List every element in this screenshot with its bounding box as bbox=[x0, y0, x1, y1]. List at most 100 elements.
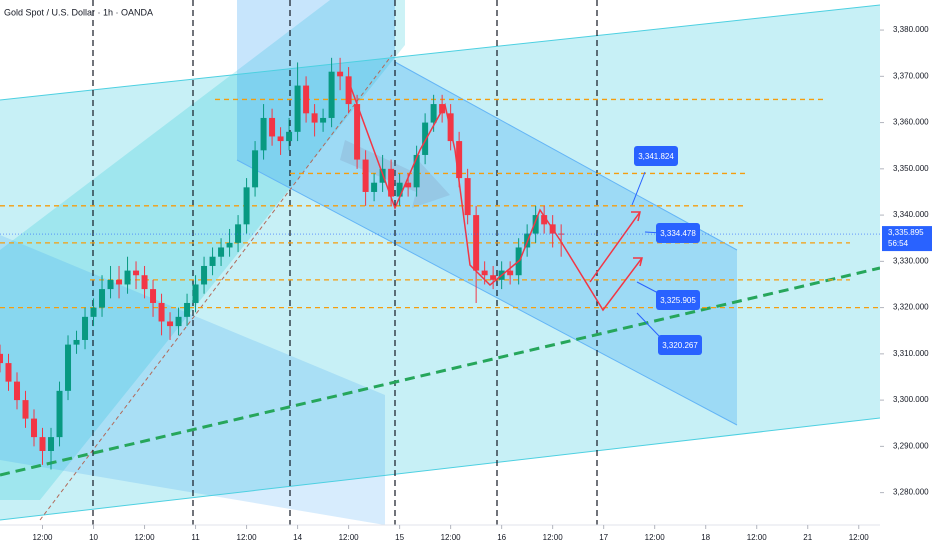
candle-body bbox=[311, 113, 318, 123]
candle-body bbox=[73, 339, 80, 345]
candle-body bbox=[209, 256, 216, 266]
candle-body bbox=[371, 182, 378, 192]
x-tick-label: 11 bbox=[191, 533, 200, 542]
candle-body bbox=[5, 363, 12, 382]
direction-arrow bbox=[340, 140, 450, 208]
candle-body bbox=[31, 418, 38, 438]
candle-body bbox=[39, 437, 46, 451]
candle-body bbox=[201, 265, 208, 285]
candle-body bbox=[48, 437, 55, 451]
target-connector bbox=[636, 281, 661, 295]
target-label: 3,341.824 bbox=[638, 152, 674, 161]
channel-edge bbox=[0, 4, 881, 101]
candle-body bbox=[243, 187, 250, 225]
x-tick-label: 12:00 bbox=[441, 533, 462, 542]
trend-line bbox=[39, 54, 393, 521]
target-box bbox=[656, 290, 700, 310]
candle-body bbox=[158, 302, 165, 322]
x-tick-label: 14 bbox=[293, 533, 302, 542]
candle-body bbox=[328, 71, 335, 118]
candle-body bbox=[141, 275, 148, 290]
y-tick-label: 3,360.000 bbox=[893, 118, 929, 127]
candle-body bbox=[175, 316, 182, 327]
x-tick-label: 12:00 bbox=[237, 533, 258, 542]
candle-body bbox=[133, 270, 140, 276]
candle-body bbox=[192, 284, 199, 303]
candle-body bbox=[532, 215, 539, 234]
x-tick-label: 21 bbox=[803, 533, 812, 542]
price-axis bbox=[880, 0, 932, 550]
time-axis bbox=[0, 525, 880, 550]
candle-body bbox=[481, 270, 488, 276]
candle-body bbox=[413, 154, 420, 188]
candle-body bbox=[396, 182, 403, 197]
x-tick-label: 10 bbox=[89, 533, 98, 542]
x-tick-label: 12:00 bbox=[747, 533, 768, 542]
steep-channel bbox=[0, 0, 405, 500]
projection-path bbox=[349, 84, 643, 312]
y-tick-label: 3,320.000 bbox=[893, 303, 929, 312]
y-tick-label: 3,280.000 bbox=[893, 488, 929, 497]
candle-body bbox=[464, 178, 471, 216]
x-tick-label: 18 bbox=[701, 533, 710, 542]
candle-body bbox=[150, 289, 157, 303]
candle-body bbox=[90, 307, 97, 317]
candle-body bbox=[0, 353, 3, 364]
candle-body bbox=[260, 117, 267, 151]
candle-body bbox=[345, 76, 352, 105]
candle-body bbox=[99, 289, 106, 308]
y-tick-label: 3,310.000 bbox=[893, 349, 929, 358]
candle-body bbox=[14, 381, 21, 401]
countdown: 56:54 bbox=[888, 239, 909, 248]
arrow-head bbox=[633, 257, 643, 267]
candle-body bbox=[56, 390, 63, 438]
channel-edge bbox=[394, 61, 738, 251]
candle-body bbox=[320, 117, 327, 123]
candle-body bbox=[235, 224, 242, 243]
candle-body bbox=[422, 122, 429, 155]
target-box bbox=[658, 335, 702, 355]
channel-edge bbox=[0, 417, 881, 521]
target-label: 3,320.267 bbox=[662, 341, 698, 350]
y-tick-label: 3,330.000 bbox=[893, 256, 929, 265]
y-tick-label: 3,300.000 bbox=[893, 395, 929, 404]
candle-body bbox=[269, 117, 276, 137]
candle-body bbox=[22, 400, 29, 419]
candle-body bbox=[294, 85, 301, 132]
x-tick-label: 12:00 bbox=[32, 533, 53, 542]
target-connector bbox=[631, 171, 646, 206]
y-tick-label: 3,290.000 bbox=[893, 441, 929, 450]
descending-channel bbox=[237, 0, 737, 425]
candle-body bbox=[405, 182, 412, 188]
target-box bbox=[634, 146, 678, 166]
candle-body bbox=[184, 302, 191, 317]
x-tick-label: 12:00 bbox=[135, 533, 156, 542]
candle-body bbox=[286, 131, 293, 142]
candle-body bbox=[107, 279, 114, 290]
rising-channel bbox=[0, 5, 880, 520]
x-tick-label: 16 bbox=[497, 533, 506, 542]
candle-body bbox=[490, 275, 497, 280]
support-line bbox=[0, 266, 881, 477]
candle-body bbox=[277, 136, 284, 142]
y-tick-label: 3,380.000 bbox=[893, 25, 929, 34]
candle-body bbox=[218, 247, 225, 257]
candle-body bbox=[65, 344, 72, 391]
x-tick-label: 15 bbox=[395, 533, 404, 542]
candle-body bbox=[124, 270, 131, 285]
x-tick-label: 17 bbox=[599, 533, 608, 542]
candle-body bbox=[541, 215, 548, 225]
last-price-tag bbox=[882, 226, 932, 252]
candle-body bbox=[354, 104, 361, 160]
last-price-label: 3,335.895 bbox=[888, 228, 924, 237]
candle-body bbox=[167, 321, 174, 327]
candle-body bbox=[388, 168, 395, 197]
candle-body bbox=[430, 104, 437, 123]
target-box bbox=[656, 223, 700, 243]
candle-body bbox=[82, 316, 89, 340]
day-separators bbox=[92, 0, 598, 525]
chart-title: Gold Spot / U.S. Dollar · 1h · OANDA bbox=[4, 7, 153, 17]
